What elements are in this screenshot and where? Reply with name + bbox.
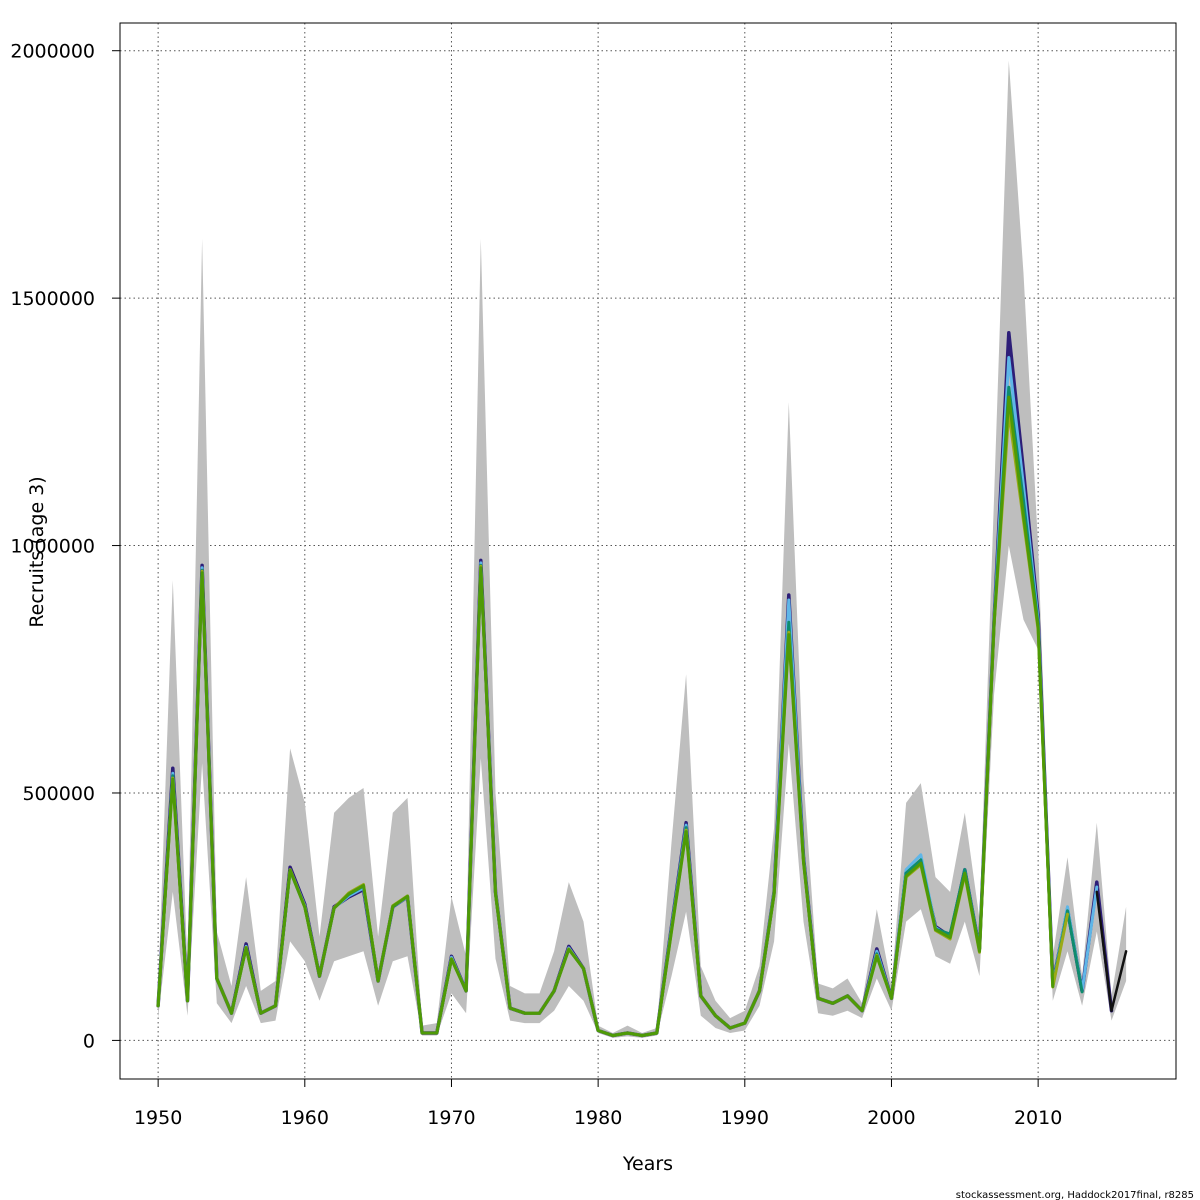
x-tick-label: 2000 <box>867 1107 915 1129</box>
y-tick-label: 1500000 <box>10 288 95 310</box>
y-axis: 0 500000 1000000 1500000 2000000 <box>10 41 121 1052</box>
y-tick-label: 0 <box>83 1030 95 1052</box>
x-axis: 1950 1960 1970 1980 1990 2000 2010 <box>134 1078 1062 1129</box>
y-tick-label: 1000000 <box>10 536 95 558</box>
x-tick-label: 1980 <box>574 1107 622 1129</box>
y-tick-label: 500000 <box>22 783 95 805</box>
series-lines-group <box>156 331 1128 1038</box>
series-line-5 <box>1095 890 1128 1012</box>
series-line-6 <box>156 395 1055 1037</box>
x-tick-label: 1990 <box>721 1107 769 1129</box>
y-tick-label: 2000000 <box>10 41 95 63</box>
y-axis-title: Recruits (age 3) <box>26 476 48 627</box>
x-tick-label: 1950 <box>134 1107 182 1129</box>
x-tick-label: 1970 <box>427 1107 475 1129</box>
x-tick-label: 1960 <box>281 1107 329 1129</box>
x-tick-label: 2010 <box>1014 1107 1062 1129</box>
credit-text: stockassessment.org, Haddock2017final, r… <box>956 1190 1194 1200</box>
x-axis-title: Years <box>622 1153 673 1175</box>
